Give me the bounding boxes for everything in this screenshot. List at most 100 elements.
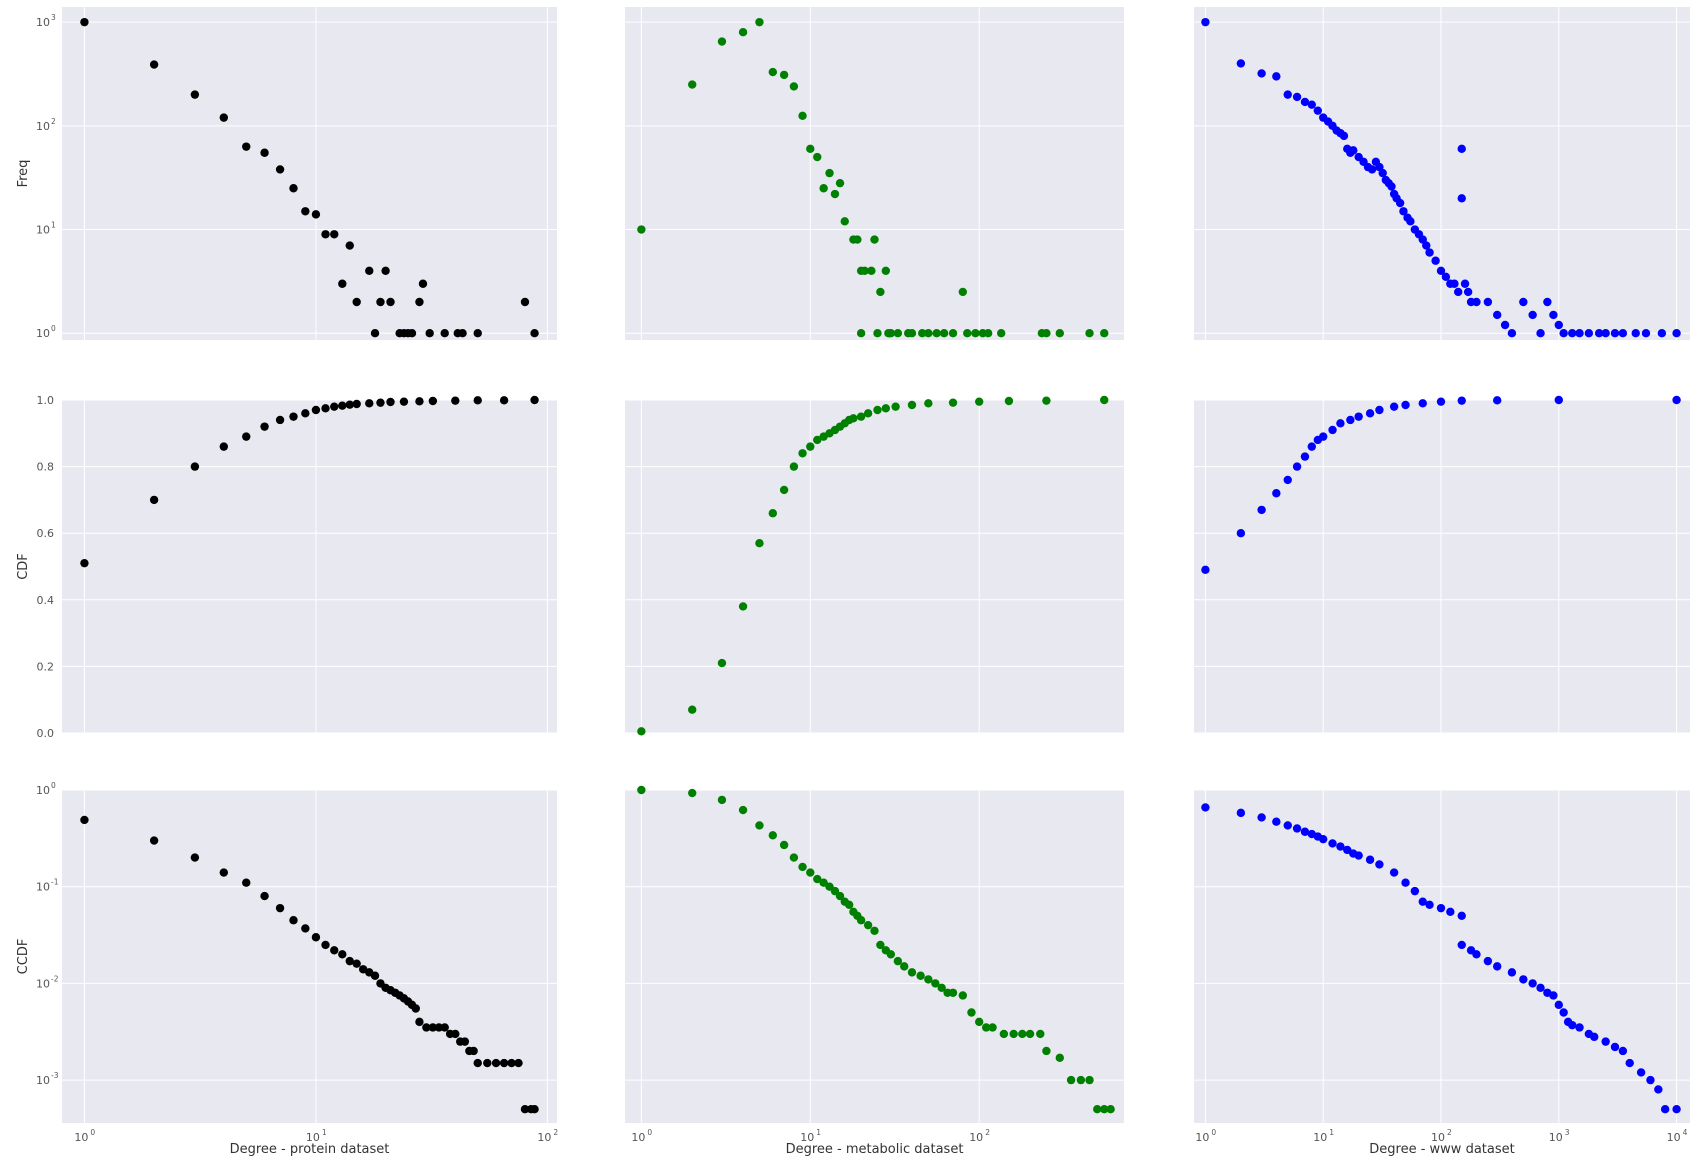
data-point — [688, 80, 697, 89]
data-point — [1399, 207, 1408, 216]
data-point — [870, 235, 879, 244]
data-point — [365, 266, 374, 275]
data-point — [738, 27, 748, 37]
data-point — [988, 1023, 997, 1032]
data-point — [219, 868, 229, 877]
data-point — [1307, 442, 1316, 451]
y-tick-label: 10 — [36, 224, 50, 237]
y-axis-label: CDF — [16, 553, 31, 580]
x-tick-exponent: 1 — [1329, 1128, 1334, 1137]
data-point — [637, 225, 646, 234]
data-point — [289, 184, 298, 193]
data-point — [789, 462, 799, 471]
data-point — [1283, 821, 1292, 830]
data-point — [1618, 329, 1628, 338]
panel-background — [1194, 7, 1690, 340]
data-point — [1631, 329, 1640, 338]
data-point — [974, 397, 984, 406]
data-point — [1042, 1046, 1051, 1056]
data-point — [483, 1058, 492, 1068]
data-point — [856, 412, 866, 421]
data-point — [1076, 1075, 1086, 1085]
data-point — [1554, 395, 1563, 405]
data-point — [1367, 165, 1377, 174]
data-point — [1018, 1029, 1027, 1039]
data-point — [948, 398, 958, 407]
data-point — [1446, 907, 1455, 917]
data-point — [863, 409, 873, 418]
data-point — [886, 329, 896, 338]
data-point — [1257, 69, 1266, 78]
data-point — [835, 178, 845, 188]
data-point — [1100, 1105, 1109, 1114]
data-point — [1594, 329, 1604, 338]
data-point — [1610, 1042, 1620, 1052]
y-axis-label: Freq — [16, 160, 31, 188]
data-point — [1085, 1075, 1094, 1085]
data-point — [289, 412, 298, 421]
y-tick-label: 0.6 — [37, 527, 55, 540]
data-point — [717, 795, 727, 805]
data-point — [1100, 329, 1109, 338]
data-point — [275, 415, 285, 425]
x-tick-exponent: 1 — [816, 1128, 821, 1137]
data-point — [755, 821, 764, 830]
data-point — [352, 297, 361, 307]
data-point — [876, 940, 885, 950]
data-point — [863, 920, 873, 930]
y-tick-label: 0.2 — [37, 660, 55, 673]
data-point — [1336, 842, 1345, 851]
data-point — [1283, 90, 1292, 99]
x-tick-label: 10 — [1667, 1131, 1681, 1144]
data-point — [963, 329, 972, 338]
data-point — [1093, 1105, 1102, 1114]
data-point — [434, 1023, 444, 1032]
y-tick-exponent: -1 — [51, 878, 59, 887]
data-point — [345, 400, 354, 409]
data-point — [1457, 144, 1466, 154]
data-point — [907, 329, 917, 338]
x-tick-exponent: 0 — [90, 1128, 95, 1137]
data-point — [1009, 1029, 1018, 1039]
data-point — [1519, 975, 1528, 984]
data-point — [819, 184, 828, 193]
data-point — [967, 1008, 976, 1017]
data-point — [870, 926, 879, 935]
data-point — [1672, 1105, 1681, 1114]
y-tick-label: 0.0 — [37, 727, 55, 740]
data-point — [330, 402, 339, 411]
panel-cdf-metabolic — [625, 395, 1124, 736]
data-point — [365, 399, 374, 408]
data-point — [755, 17, 764, 27]
data-point — [1657, 329, 1667, 338]
data-point — [428, 1023, 438, 1032]
data-point — [1418, 897, 1427, 906]
data-point — [1257, 505, 1266, 515]
data-point — [893, 329, 903, 338]
panel-background — [625, 790, 1124, 1123]
data-point — [1646, 1075, 1655, 1085]
data-point — [370, 329, 380, 338]
data-point — [80, 815, 89, 825]
data-point — [1365, 409, 1375, 418]
data-point — [345, 241, 354, 250]
data-point — [1601, 329, 1610, 338]
data-point — [974, 1017, 984, 1027]
data-point — [1483, 297, 1493, 307]
data-point — [1283, 475, 1292, 485]
data-point — [900, 962, 909, 971]
data-point — [381, 266, 390, 275]
data-point — [275, 165, 285, 174]
data-point — [1543, 297, 1552, 307]
data-point — [798, 111, 807, 120]
data-point — [755, 538, 764, 548]
data-point — [1568, 1020, 1577, 1030]
data-point — [825, 168, 834, 178]
data-point — [881, 266, 891, 275]
data-point — [1636, 1068, 1646, 1077]
data-point — [1519, 297, 1528, 307]
data-point — [499, 1058, 509, 1068]
